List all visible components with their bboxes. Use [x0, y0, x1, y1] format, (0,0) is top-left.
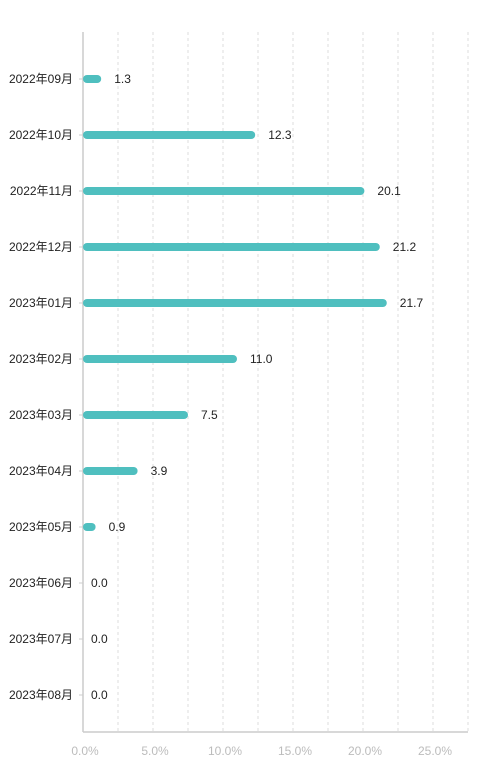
bar[interactable]	[83, 75, 102, 83]
x-tick-label: 10.0%	[208, 744, 242, 758]
category-label: 2022年09月	[9, 72, 73, 86]
category-label: 2022年10月	[9, 128, 73, 142]
category-label: 2023年02月	[9, 352, 73, 366]
bar[interactable]	[83, 243, 380, 251]
bar[interactable]	[83, 187, 365, 195]
value-label: 3.9	[151, 464, 168, 478]
value-label: 0.0	[91, 688, 108, 702]
category-label: 2022年11月	[10, 184, 73, 198]
grid-lines	[117, 32, 469, 732]
value-label: 0.9	[109, 520, 126, 534]
labels: 2022年09月 1.3 2022年10月 12.3 2022年11月 20.1 2022年…	[9, 72, 424, 702]
bar[interactable]	[83, 299, 387, 307]
category-label: 2023年05月	[9, 520, 73, 534]
value-label: 12.3	[268, 128, 292, 142]
value-label: 0.0	[91, 632, 108, 646]
category-label: 2023年08月	[9, 688, 73, 702]
axes: 0.0% 5.0% 10.0% 15.0% 20.0% 25.0%	[71, 32, 468, 758]
value-label: 20.1	[377, 184, 401, 198]
x-tick-label: 0.0%	[71, 744, 99, 758]
value-label: 1.3	[114, 72, 131, 86]
category-label: 2023年01月	[9, 296, 73, 310]
x-tick-label: 20.0%	[348, 744, 382, 758]
x-tick-label: 5.0%	[141, 744, 169, 758]
category-label: 2022年12月	[9, 240, 73, 254]
value-label: 21.7	[400, 296, 424, 310]
bar[interactable]	[83, 355, 237, 363]
x-tick-label: 25.0%	[418, 744, 452, 758]
category-label: 2023年07月	[9, 632, 73, 646]
x-tick-label: 15.0%	[278, 744, 312, 758]
value-label: 0.0	[91, 576, 108, 590]
category-label: 2023年04月	[9, 464, 73, 478]
bar[interactable]	[83, 411, 188, 419]
bar[interactable]	[83, 467, 138, 475]
bars	[83, 75, 387, 531]
category-label: 2023年03月	[9, 408, 73, 422]
value-label: 21.2	[393, 240, 417, 254]
category-label: 2023年06月	[9, 576, 73, 590]
value-label: 11.0	[250, 352, 273, 366]
bar[interactable]	[83, 131, 256, 139]
bar[interactable]	[83, 523, 96, 531]
value-label: 7.5	[201, 408, 218, 422]
